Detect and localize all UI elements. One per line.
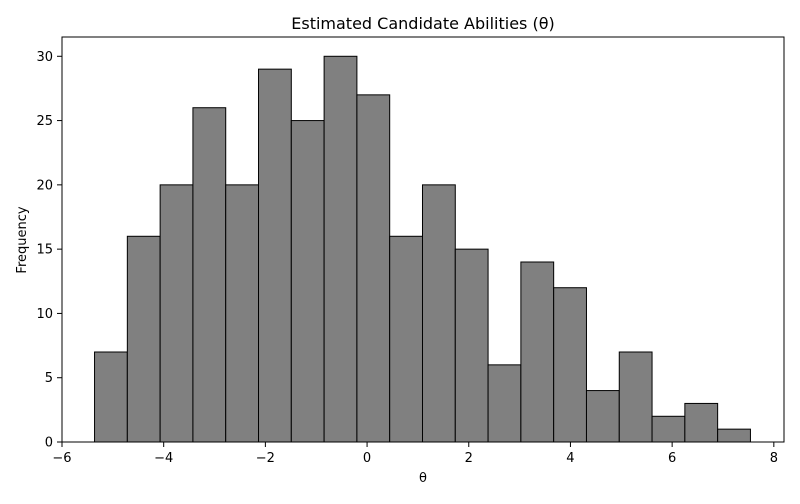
x-tick-label: −2 <box>256 451 275 466</box>
histogram-bar <box>225 184 260 443</box>
histogram-bar <box>618 351 653 443</box>
histogram-bar <box>520 261 555 443</box>
chart-title: Estimated Candidate Abilities (θ) <box>291 14 555 33</box>
x-tick-label: 4 <box>566 451 574 466</box>
histogram-bar <box>421 184 456 443</box>
x-tick-label: 8 <box>770 451 778 466</box>
histogram-bar <box>487 364 522 443</box>
histogram-bar <box>651 415 686 443</box>
y-tick-label: 10 <box>36 307 53 322</box>
histogram-bar <box>585 390 620 443</box>
plot-area-frame <box>61 36 785 443</box>
histogram-bar <box>258 68 292 443</box>
y-tick-label: 25 <box>36 114 53 129</box>
y-tick-label: 20 <box>36 178 53 193</box>
histogram-bar <box>684 402 719 443</box>
y-tick-label: 0 <box>45 436 53 451</box>
bars-group <box>94 55 751 443</box>
x-tick-label: −4 <box>154 451 173 466</box>
y-axis-label: Frequency <box>15 206 30 273</box>
x-tick-label: 6 <box>668 451 676 466</box>
histogram-bar <box>454 248 489 443</box>
x-axis-ticks: −6 −4 −2 0 2 4 6 8 <box>52 442 778 466</box>
histogram-bar <box>126 235 161 443</box>
histogram-bar <box>290 120 325 443</box>
x-tick-label: 0 <box>363 451 371 466</box>
histogram-bar <box>192 107 227 443</box>
histogram-bar <box>356 94 391 443</box>
histogram-bar <box>553 287 587 443</box>
y-axis-ticks: 0 5 10 15 20 25 30 <box>36 50 62 451</box>
y-tick-label: 15 <box>36 243 53 258</box>
x-tick-label: −6 <box>52 451 71 466</box>
histogram-bar <box>323 55 358 443</box>
histogram-bar <box>159 184 194 443</box>
histogram-bar <box>717 428 751 443</box>
histogram-bar <box>389 235 423 443</box>
x-axis-label: θ <box>419 471 427 486</box>
histogram-bar <box>94 351 128 443</box>
y-tick-label: 5 <box>45 371 53 386</box>
y-tick-label: 30 <box>36 50 53 65</box>
x-tick-label: 2 <box>465 451 473 466</box>
